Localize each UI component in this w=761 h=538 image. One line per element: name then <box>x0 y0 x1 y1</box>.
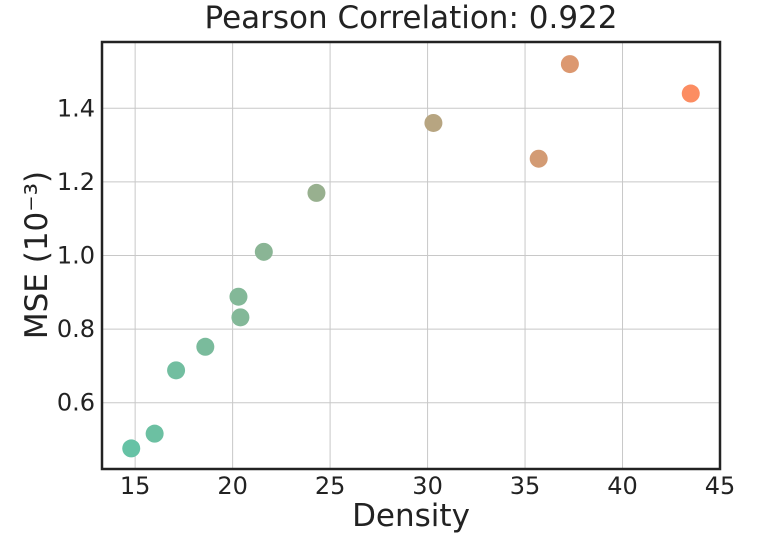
y-tick-label: 1.0 <box>57 242 95 270</box>
data-point-1 <box>122 439 141 458</box>
x-tick-label: 40 <box>607 472 638 500</box>
data-point-12 <box>681 84 700 103</box>
y-tick-label: 1.2 <box>57 168 95 196</box>
y-axis-label: MSE (10⁻³) <box>19 171 55 339</box>
plot-frame <box>100 40 722 471</box>
x-tick-labels: 15 20 25 30 35 40 45 <box>120 472 735 500</box>
data-point-2 <box>145 424 164 443</box>
x-tick-label: 45 <box>705 472 736 500</box>
gridlines <box>102 42 721 469</box>
x-tick-label: 15 <box>120 472 151 500</box>
data-point-3 <box>167 361 186 380</box>
data-point-8 <box>307 183 326 202</box>
data-point-11 <box>560 55 579 74</box>
y-tick-labels: 0.6 0.8 1.0 1.2 1.4 <box>57 94 95 416</box>
x-axis-label: Density <box>352 498 470 534</box>
y-tick-label: 0.8 <box>57 315 95 343</box>
x-tick-label: 25 <box>315 472 346 500</box>
x-tick-label: 35 <box>510 472 541 500</box>
data-point-4 <box>196 337 215 356</box>
data-point-10 <box>529 149 548 168</box>
y-tick-label: 0.6 <box>57 389 95 417</box>
data-point-7 <box>254 242 273 261</box>
data-point-6 <box>231 308 250 327</box>
data-points <box>122 55 700 458</box>
x-tick-label: 30 <box>412 472 443 500</box>
chart-title: Pearson Correlation: 0.922 <box>204 0 617 36</box>
y-tick-label: 1.4 <box>57 94 95 122</box>
x-tick-label: 20 <box>217 472 248 500</box>
data-point-9 <box>424 113 443 132</box>
data-point-5 <box>229 287 248 306</box>
